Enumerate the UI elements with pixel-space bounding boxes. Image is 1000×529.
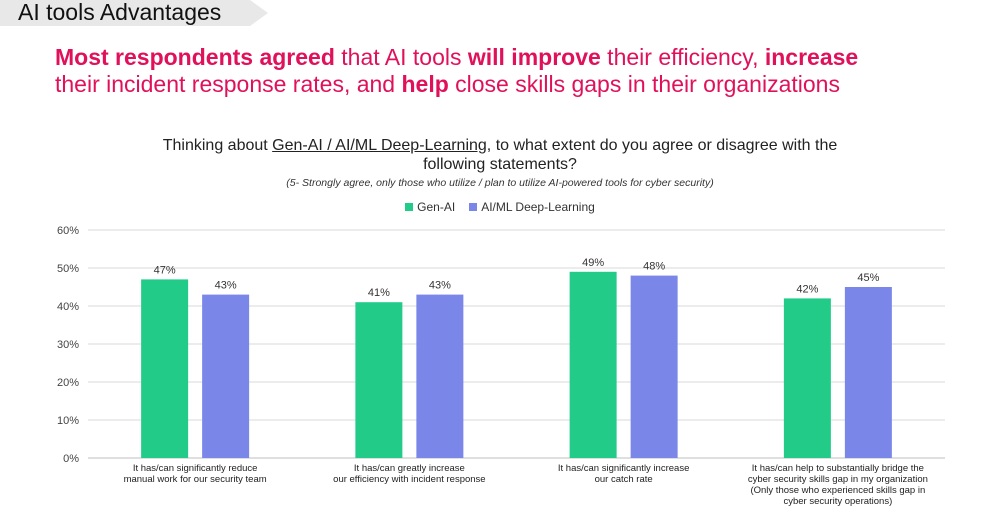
category-label: It has/can help to substantially bridge … xyxy=(733,463,943,507)
legend-item: Gen-AI xyxy=(405,200,455,214)
category-label-line: our efficiency with incident response xyxy=(333,474,486,485)
y-tick-label: 50% xyxy=(57,263,79,275)
legend-item: AI/ML Deep-Learning xyxy=(469,200,595,214)
headline-text: close skills gaps in their organizations xyxy=(448,71,840,97)
category-label-line: It has/can greatly increase xyxy=(353,463,465,474)
data-label: 49% xyxy=(582,257,604,269)
chart-legend: Gen-AI AI/ML Deep-Learning xyxy=(0,200,1000,214)
headline-line-2: their incident response rates, and help … xyxy=(55,71,955,98)
chart-title-underlined: Gen-AI / AI/ML Deep-Learning xyxy=(272,137,487,154)
headline-text: that AI tools xyxy=(334,44,468,70)
headline-emphasis: increase xyxy=(764,44,859,70)
data-label: 48% xyxy=(643,261,665,273)
chart-subtitle: (5- Strongly agree, only those who utili… xyxy=(286,177,714,189)
data-label: 43% xyxy=(429,280,451,292)
bar-aiml-2 xyxy=(416,294,464,458)
y-tick-label: 30% xyxy=(57,339,79,351)
headline-text: their efficiency, xyxy=(600,44,765,70)
category-label-line: cyber security operations) xyxy=(783,496,893,507)
chart-title-pre: Thinking about xyxy=(162,137,273,154)
y-tick-label: 40% xyxy=(57,301,79,313)
headline-emphasis: Most respondents agreed xyxy=(55,44,335,70)
y-tick-label: 60% xyxy=(57,225,79,237)
legend-swatch xyxy=(405,203,414,211)
data-label: 47% xyxy=(154,264,176,276)
legend-label: Gen-AI xyxy=(417,200,456,214)
headline-line-1: Most respondents agreed that AI tools wi… xyxy=(55,44,955,71)
legend-swatch xyxy=(469,203,478,211)
category-label-line: manual work for our security team xyxy=(123,474,267,485)
category-label-line: It has/can significantly reduce xyxy=(132,463,258,474)
headline-emphasis: help xyxy=(401,71,449,97)
category-label: It has/can greatly increase our efficienc… xyxy=(304,463,514,485)
category-label-line: cyber security skills gap in my organiza… xyxy=(747,474,928,485)
chart-title: Thinking about Gen-AI / AI/ML Deep-Learn… xyxy=(0,137,1000,155)
y-tick-label: 10% xyxy=(57,415,79,427)
bar-gen-ai-4 xyxy=(783,298,831,458)
data-label: 45% xyxy=(857,272,879,284)
data-label: 41% xyxy=(368,287,390,299)
bar-aiml-3 xyxy=(630,275,678,458)
bar-gen-ai-2 xyxy=(355,302,403,458)
title-tab xyxy=(0,0,268,26)
bar-gen-ai-1 xyxy=(141,279,189,458)
category-label-line: It has/can help to substantially bridge … xyxy=(751,463,924,474)
chart-title-post: , to what extent do you agree or disagre… xyxy=(486,137,838,154)
legend-label: AI/ML Deep-Learning xyxy=(481,200,595,214)
chart-title-line-2: following statements? xyxy=(423,156,577,173)
category-label: It has/can significantly increase our cat… xyxy=(519,463,729,485)
y-tick-label: 0% xyxy=(63,453,79,465)
bar-gen-ai-3 xyxy=(569,271,617,458)
headline-text: their incident response rates, and xyxy=(55,71,402,97)
bar-aiml-1 xyxy=(202,294,250,458)
category-label-line: our catch rate xyxy=(594,474,653,485)
headline-emphasis: will improve xyxy=(467,44,601,70)
category-label: It has/can significantly reduce manual wo… xyxy=(90,463,300,485)
category-label-line: It has/can significantly increase xyxy=(557,463,690,474)
bar-aiml-4 xyxy=(844,287,892,458)
headline: Most respondents agreed that AI tools wi… xyxy=(55,44,955,98)
data-label: 42% xyxy=(796,283,818,295)
y-tick-label: 20% xyxy=(57,377,79,389)
data-label: 43% xyxy=(215,280,237,292)
slide-title: AI tools Advantages xyxy=(18,0,222,25)
category-label-line: (Only those who experienced skills gap i… xyxy=(750,485,926,496)
